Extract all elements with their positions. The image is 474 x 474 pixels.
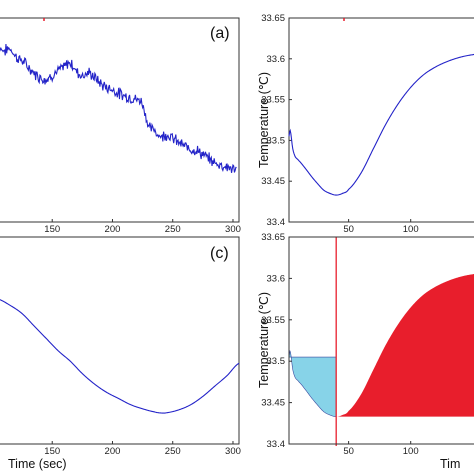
- x-tick-label: 200: [105, 224, 121, 235]
- y-tick-label: 33.65: [261, 232, 285, 243]
- panel-d-left-filled-area: [288, 349, 337, 417]
- y-tick-label: 33.45: [261, 398, 285, 409]
- y-tick-label: 33.65: [261, 13, 285, 24]
- x-tick-label: 150: [44, 446, 60, 457]
- y-tick-label: 33.5: [267, 356, 286, 367]
- x-tick-label: 100: [403, 224, 419, 235]
- panel-c-x-ticks: 150 200 250 300: [44, 441, 241, 457]
- x-tick-label: 300: [225, 446, 241, 457]
- panel-c-series-line: [0, 299, 240, 414]
- panel-a-frame: [0, 17, 240, 223]
- panel-d-x-ticks: 50 100: [343, 441, 419, 457]
- panel-c-x-axis-title: Time (sec): [8, 457, 67, 471]
- x-tick-label: 50: [343, 224, 354, 235]
- panel-d-frame: [288, 236, 474, 445]
- panel-a: 150 200 250 300 (a): [0, 17, 241, 235]
- x-tick-label: 100: [403, 446, 419, 457]
- y-tick-label: 33.4: [267, 439, 286, 450]
- y-tick-label: 33.5: [267, 135, 286, 146]
- panel-d-right-filled-area: [336, 273, 474, 417]
- y-tick-label: 33.55: [261, 315, 285, 326]
- x-tick-label: 150: [44, 224, 60, 235]
- panel-d-x-axis-title: Tim: [440, 457, 460, 471]
- panel-b-y-axis-title: Temperature (℃): [257, 72, 271, 168]
- x-tick-label: 200: [105, 446, 121, 457]
- panel-c-frame: [0, 236, 240, 445]
- panel-b-x-ticks: 50 100: [343, 219, 419, 235]
- panel-c: 150 200 250 300 (c) Time (sec): [0, 236, 241, 471]
- x-tick-label: 250: [165, 224, 181, 235]
- panel-b-series-line: [288, 53, 474, 196]
- y-tick-label: 33.55: [261, 95, 285, 106]
- x-tick-label: 50: [343, 446, 354, 457]
- panel-d-y-ticks: 33.4 33.45 33.5 33.55 33.6 33.65: [261, 232, 292, 450]
- panel-a-label: (a): [210, 25, 230, 42]
- x-tick-label: 300: [225, 224, 241, 235]
- panel-b-frame: [288, 17, 474, 223]
- panel-d-y-axis-title: Temperature (℃): [257, 292, 271, 388]
- panel-a-series-line: [0, 43, 237, 173]
- y-tick-label: 33.45: [261, 176, 285, 187]
- panel-b: 33.4 33.45 33.5 33.55 33.6 33.65 50 100 Temper…: [257, 13, 474, 235]
- y-tick-label: 33.4: [267, 217, 286, 228]
- x-tick-label: 250: [165, 446, 181, 457]
- y-tick-label: 33.6: [267, 54, 286, 65]
- panel-b-y-ticks: 33.4 33.45 33.5 33.55 33.6 33.65: [261, 13, 292, 228]
- y-tick-label: 33.6: [267, 273, 286, 284]
- panel-a-x-ticks: 150 200 250 300: [44, 219, 241, 235]
- panel-d: 33.4 33.45 33.5 33.55 33.6 33.65 50 100 Temper…: [257, 232, 474, 471]
- panel-c-label: (c): [210, 245, 229, 262]
